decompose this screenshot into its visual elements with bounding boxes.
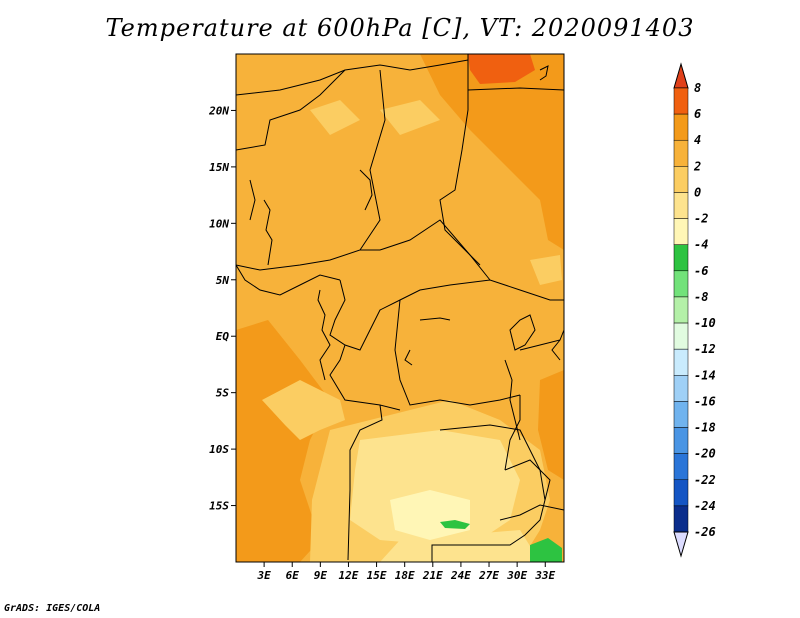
cool-region-north-patch-2 xyxy=(380,100,440,135)
colorbar-swatch xyxy=(673,479,689,507)
x-tick-label: 15E xyxy=(367,569,387,582)
cool-region-east-patch xyxy=(530,255,562,285)
colorbar-label: 4 xyxy=(694,133,701,147)
colorbar-swatch xyxy=(673,270,689,298)
colorbar-label: 2 xyxy=(693,159,701,173)
colorbar-top-arrow xyxy=(673,62,689,89)
warm-region-northeast xyxy=(420,54,564,250)
colorbar-swatch xyxy=(673,453,689,481)
x-tick-label: 18E xyxy=(395,569,415,582)
x-tick-label: 30E xyxy=(506,569,527,582)
x-tick-label: 24E xyxy=(450,569,471,582)
plot-area xyxy=(235,53,565,563)
colorbar-swatch xyxy=(673,296,689,324)
x-tick-label: 21E xyxy=(422,569,443,582)
colorbar-label: 8 xyxy=(694,81,701,95)
grads-credit: GrADS: IGES/COLA xyxy=(4,603,101,614)
colorbar-label: -26 xyxy=(694,525,716,539)
colorbar-swatch xyxy=(673,401,689,428)
colorbar-swatch xyxy=(673,244,689,272)
colorbar-swatch xyxy=(673,139,689,167)
y-tick-label: 20N xyxy=(208,104,229,117)
colorbar-label: 6 xyxy=(694,107,701,121)
colorbar-label: -2 xyxy=(694,212,708,226)
x-axis-ticks: 3E 6E 9E 12E 15E 18E 21E 24E 27E 30E 33E xyxy=(256,562,556,582)
colorbar-label: -22 xyxy=(694,473,716,487)
colorbar-swatch xyxy=(673,218,689,245)
colorbar-swatch xyxy=(673,87,689,115)
warm-region-west xyxy=(236,320,330,562)
colorbar-label: 0 xyxy=(694,185,701,199)
colorbar-label: -14 xyxy=(694,368,716,382)
y-tick-label: 10S xyxy=(209,443,229,456)
colorbar-label: -20 xyxy=(694,447,716,461)
y-tick-label: 10N xyxy=(209,217,229,230)
x-tick-label: 6E xyxy=(286,569,300,582)
x-tick-label: 12E xyxy=(339,569,359,582)
colorbar-label: -24 xyxy=(694,499,716,513)
plot-frame xyxy=(235,53,565,563)
colorbar-swatch xyxy=(673,322,689,350)
colorbar-bottom-arrow xyxy=(673,531,689,558)
warm-region-southeast xyxy=(538,370,564,480)
colorbar-swatch xyxy=(673,375,689,402)
green-patch-southeast xyxy=(530,538,562,562)
colorbar-swatch xyxy=(673,427,689,454)
y-tick-label: 5S xyxy=(216,387,230,400)
colorbar-label: -12 xyxy=(694,342,716,356)
x-tick-label: 3E xyxy=(256,569,271,582)
colorbar-label: -16 xyxy=(694,394,716,408)
cool-region-north-patch xyxy=(310,100,360,135)
colorbar-swatch xyxy=(673,192,689,219)
colorbar-swatch xyxy=(673,113,689,141)
colorbar-swatch xyxy=(673,348,689,376)
colorbar-label: -4 xyxy=(694,238,708,252)
colorbar-label: -6 xyxy=(694,264,708,278)
y-tick-label: 15N xyxy=(209,161,229,174)
x-tick-label: 33E xyxy=(534,569,555,582)
cool-region-central xyxy=(262,380,345,440)
y-tick-label: 5N xyxy=(216,274,230,287)
x-tick-label: 27E xyxy=(478,569,499,582)
hot-region-northeast xyxy=(468,54,535,84)
colorbar-label: -8 xyxy=(694,290,708,304)
y-tick-label: 15S xyxy=(209,500,229,513)
y-tick-label: EQ xyxy=(216,330,230,343)
x-tick-label: 9E xyxy=(314,569,328,582)
colorbar-swatch xyxy=(673,166,689,193)
cooler-region-south xyxy=(350,430,520,545)
y-axis-ticks: 20N 15N 10N 5N EQ 5S 10S 15S xyxy=(208,104,236,513)
green-patch-south xyxy=(440,520,470,529)
colorbar-label: -18 xyxy=(694,421,716,435)
map-title: Temperature at 600hPa [C], VT: 202009140… xyxy=(105,14,695,42)
colorbar-swatch xyxy=(673,505,689,533)
colorbar: 8 6 4 2 0 -2 -4 -6 -8 -10 -12 -14 -16 -18 -20 -22 -24 -26 xyxy=(673,62,716,558)
country-borders xyxy=(235,54,565,562)
cooler-region-far-south xyxy=(380,530,540,562)
colorbar-label: -10 xyxy=(694,316,716,330)
